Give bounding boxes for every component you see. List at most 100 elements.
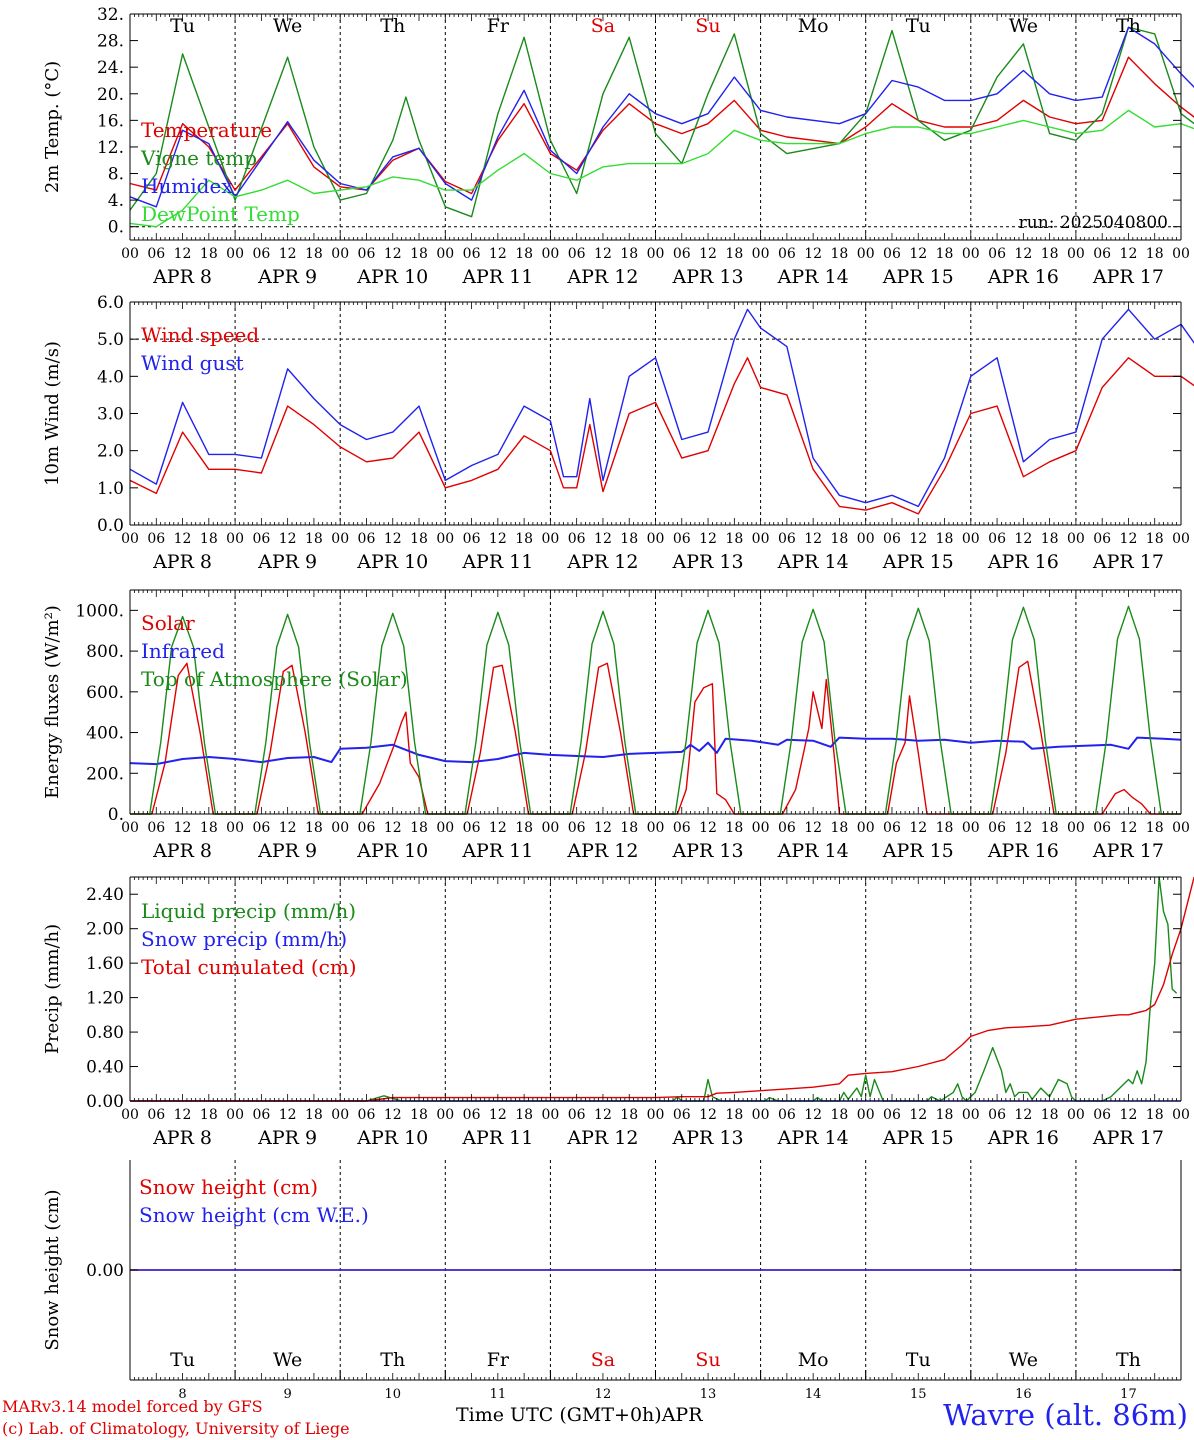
day-label: APR 14: [777, 551, 849, 573]
hour-tick-label: 18: [831, 531, 849, 547]
hour-tick-label: 12: [804, 531, 822, 547]
station-name: Wavre (alt. 86m): [943, 1398, 1188, 1432]
hour-tick-label: 00: [962, 531, 980, 547]
y-tick-label: 3.0: [97, 405, 124, 425]
hour-tick-label: 06: [252, 1107, 270, 1123]
y-tick-label: 16.: [97, 111, 124, 131]
day-label: APR 17: [1092, 266, 1164, 288]
hour-tick-label: 06: [463, 246, 481, 262]
hour-tick-label: 06: [358, 1107, 376, 1123]
hour-tick-label: 06: [358, 820, 376, 836]
hour-tick-label: 06: [988, 531, 1006, 547]
series-line: [130, 660, 1181, 815]
hour-tick-label: 00: [331, 246, 349, 262]
y-axis-title: Energy fluxes (W/m²): [42, 605, 63, 799]
hour-tick-label: 06: [673, 820, 691, 836]
legend-entry: Vigne temp: [140, 146, 257, 170]
series-line: [130, 876, 1194, 1102]
day-label: APR 12: [566, 266, 638, 288]
hour-tick-label: 12: [384, 531, 402, 547]
hour-tick-label: 12: [804, 1107, 822, 1123]
day-label: APR 10: [356, 266, 428, 288]
day-number-label: 12: [595, 1387, 612, 1402]
legend-entry: Snow height (cm): [139, 1175, 318, 1199]
y-axis-title: 10m Wind (m/s): [42, 341, 63, 486]
hour-tick-label: 12: [1014, 1107, 1032, 1123]
day-number-label: 16: [1015, 1387, 1032, 1402]
series-line: [129, 56, 1194, 195]
hour-tick-label: 18: [200, 531, 218, 547]
hour-tick-label: 12: [1014, 246, 1032, 262]
hour-tick-label: 18: [831, 1107, 849, 1123]
hour-tick-label: 00: [1067, 531, 1085, 547]
hour-tick-label: 12: [1014, 531, 1032, 547]
hour-tick-label: 00: [752, 246, 770, 262]
day-number-label: 11: [490, 1387, 507, 1402]
hour-tick-label: 18: [305, 820, 323, 836]
hour-tick-label: 06: [883, 820, 901, 836]
hour-tick-label: 18: [200, 246, 218, 262]
y-tick-label: 12.: [97, 138, 124, 158]
day-label: APR 15: [882, 266, 954, 288]
y-tick-label: 0.00: [86, 1261, 124, 1281]
legend-entry: Snow height (cm W.E.): [139, 1203, 369, 1227]
hour-tick-label: 12: [1120, 531, 1138, 547]
hour-tick-label: 06: [673, 1107, 691, 1123]
day-label: APR 13: [672, 1127, 744, 1149]
panel-4: 2.40 2.00 1.60 1.20 0.80 0.40 0.00 Precip (mm/h…: [42, 876, 1194, 1149]
day-label: APR 8: [152, 840, 212, 862]
hour-tick-label: 00: [1067, 1107, 1085, 1123]
panel-3: 1000. 800. 600. 400. 200. 0. Energy fluxes (W/…: [42, 589, 1190, 862]
hour-tick-label: 18: [1041, 820, 1059, 836]
hour-tick-label: 00: [226, 246, 244, 262]
hour-tick-label: 12: [909, 246, 927, 262]
hour-tick-label: 00: [962, 820, 980, 836]
hour-tick-label: 18: [620, 246, 638, 262]
hour-tick-label: 00: [1067, 246, 1085, 262]
hour-tick-label: 06: [778, 531, 796, 547]
day-label: APR 11: [461, 1127, 533, 1149]
hour-tick-label: 18: [1146, 531, 1164, 547]
hour-tick-label: 12: [174, 1107, 192, 1123]
hour-tick-label: 12: [699, 820, 717, 836]
hour-tick-label: 06: [883, 1107, 901, 1123]
hour-tick-label: 00: [541, 531, 559, 547]
day-label: APR 11: [461, 840, 533, 862]
y-tick-label: 1.20: [86, 989, 124, 1009]
legend-entry: Humidex: [141, 174, 233, 198]
hour-tick-label: 18: [515, 246, 533, 262]
hour-tick-label: 06: [568, 246, 586, 262]
hour-tick-label: 00: [857, 820, 875, 836]
weekday-label: Fr: [487, 15, 510, 37]
x-axis-title-text: Time UTC (GMT+0h): [456, 1404, 662, 1426]
day-label: APR 12: [566, 840, 638, 862]
hour-tick-label: 06: [1093, 531, 1111, 547]
hour-tick-label: 18: [1041, 1107, 1059, 1123]
hour-tick-label: 18: [1146, 246, 1164, 262]
y-tick-label: 600.: [86, 683, 124, 703]
series-line: [129, 357, 1194, 515]
hour-tick-label: 06: [252, 246, 270, 262]
hour-tick-label: 00: [331, 1107, 349, 1123]
hour-tick-label: 06: [673, 531, 691, 547]
hour-tick-label: 00: [752, 531, 770, 547]
hour-tick-label: 00: [226, 531, 244, 547]
hour-tick-label: 12: [489, 820, 507, 836]
hour-tick-label: 18: [620, 820, 638, 836]
series-line: [129, 26, 1194, 208]
hour-tick-label: 12: [594, 820, 612, 836]
legend-entry: Wind speed: [141, 323, 259, 347]
hour-tick-label: 00: [857, 246, 875, 262]
hour-tick-label: 06: [252, 531, 270, 547]
hour-tick-label: 00: [1172, 1107, 1190, 1123]
hour-tick-label: 06: [147, 1107, 165, 1123]
hour-tick-label: 06: [568, 1107, 586, 1123]
hour-tick-label: 06: [147, 820, 165, 836]
day-label: APR 15: [882, 1127, 954, 1149]
hour-tick-label: 00: [436, 531, 454, 547]
y-axis-title: Precip (mm/h): [42, 924, 63, 1054]
hour-tick-label: 12: [699, 1107, 717, 1123]
hour-tick-label: 18: [725, 820, 743, 836]
hour-tick-label: 12: [279, 246, 297, 262]
